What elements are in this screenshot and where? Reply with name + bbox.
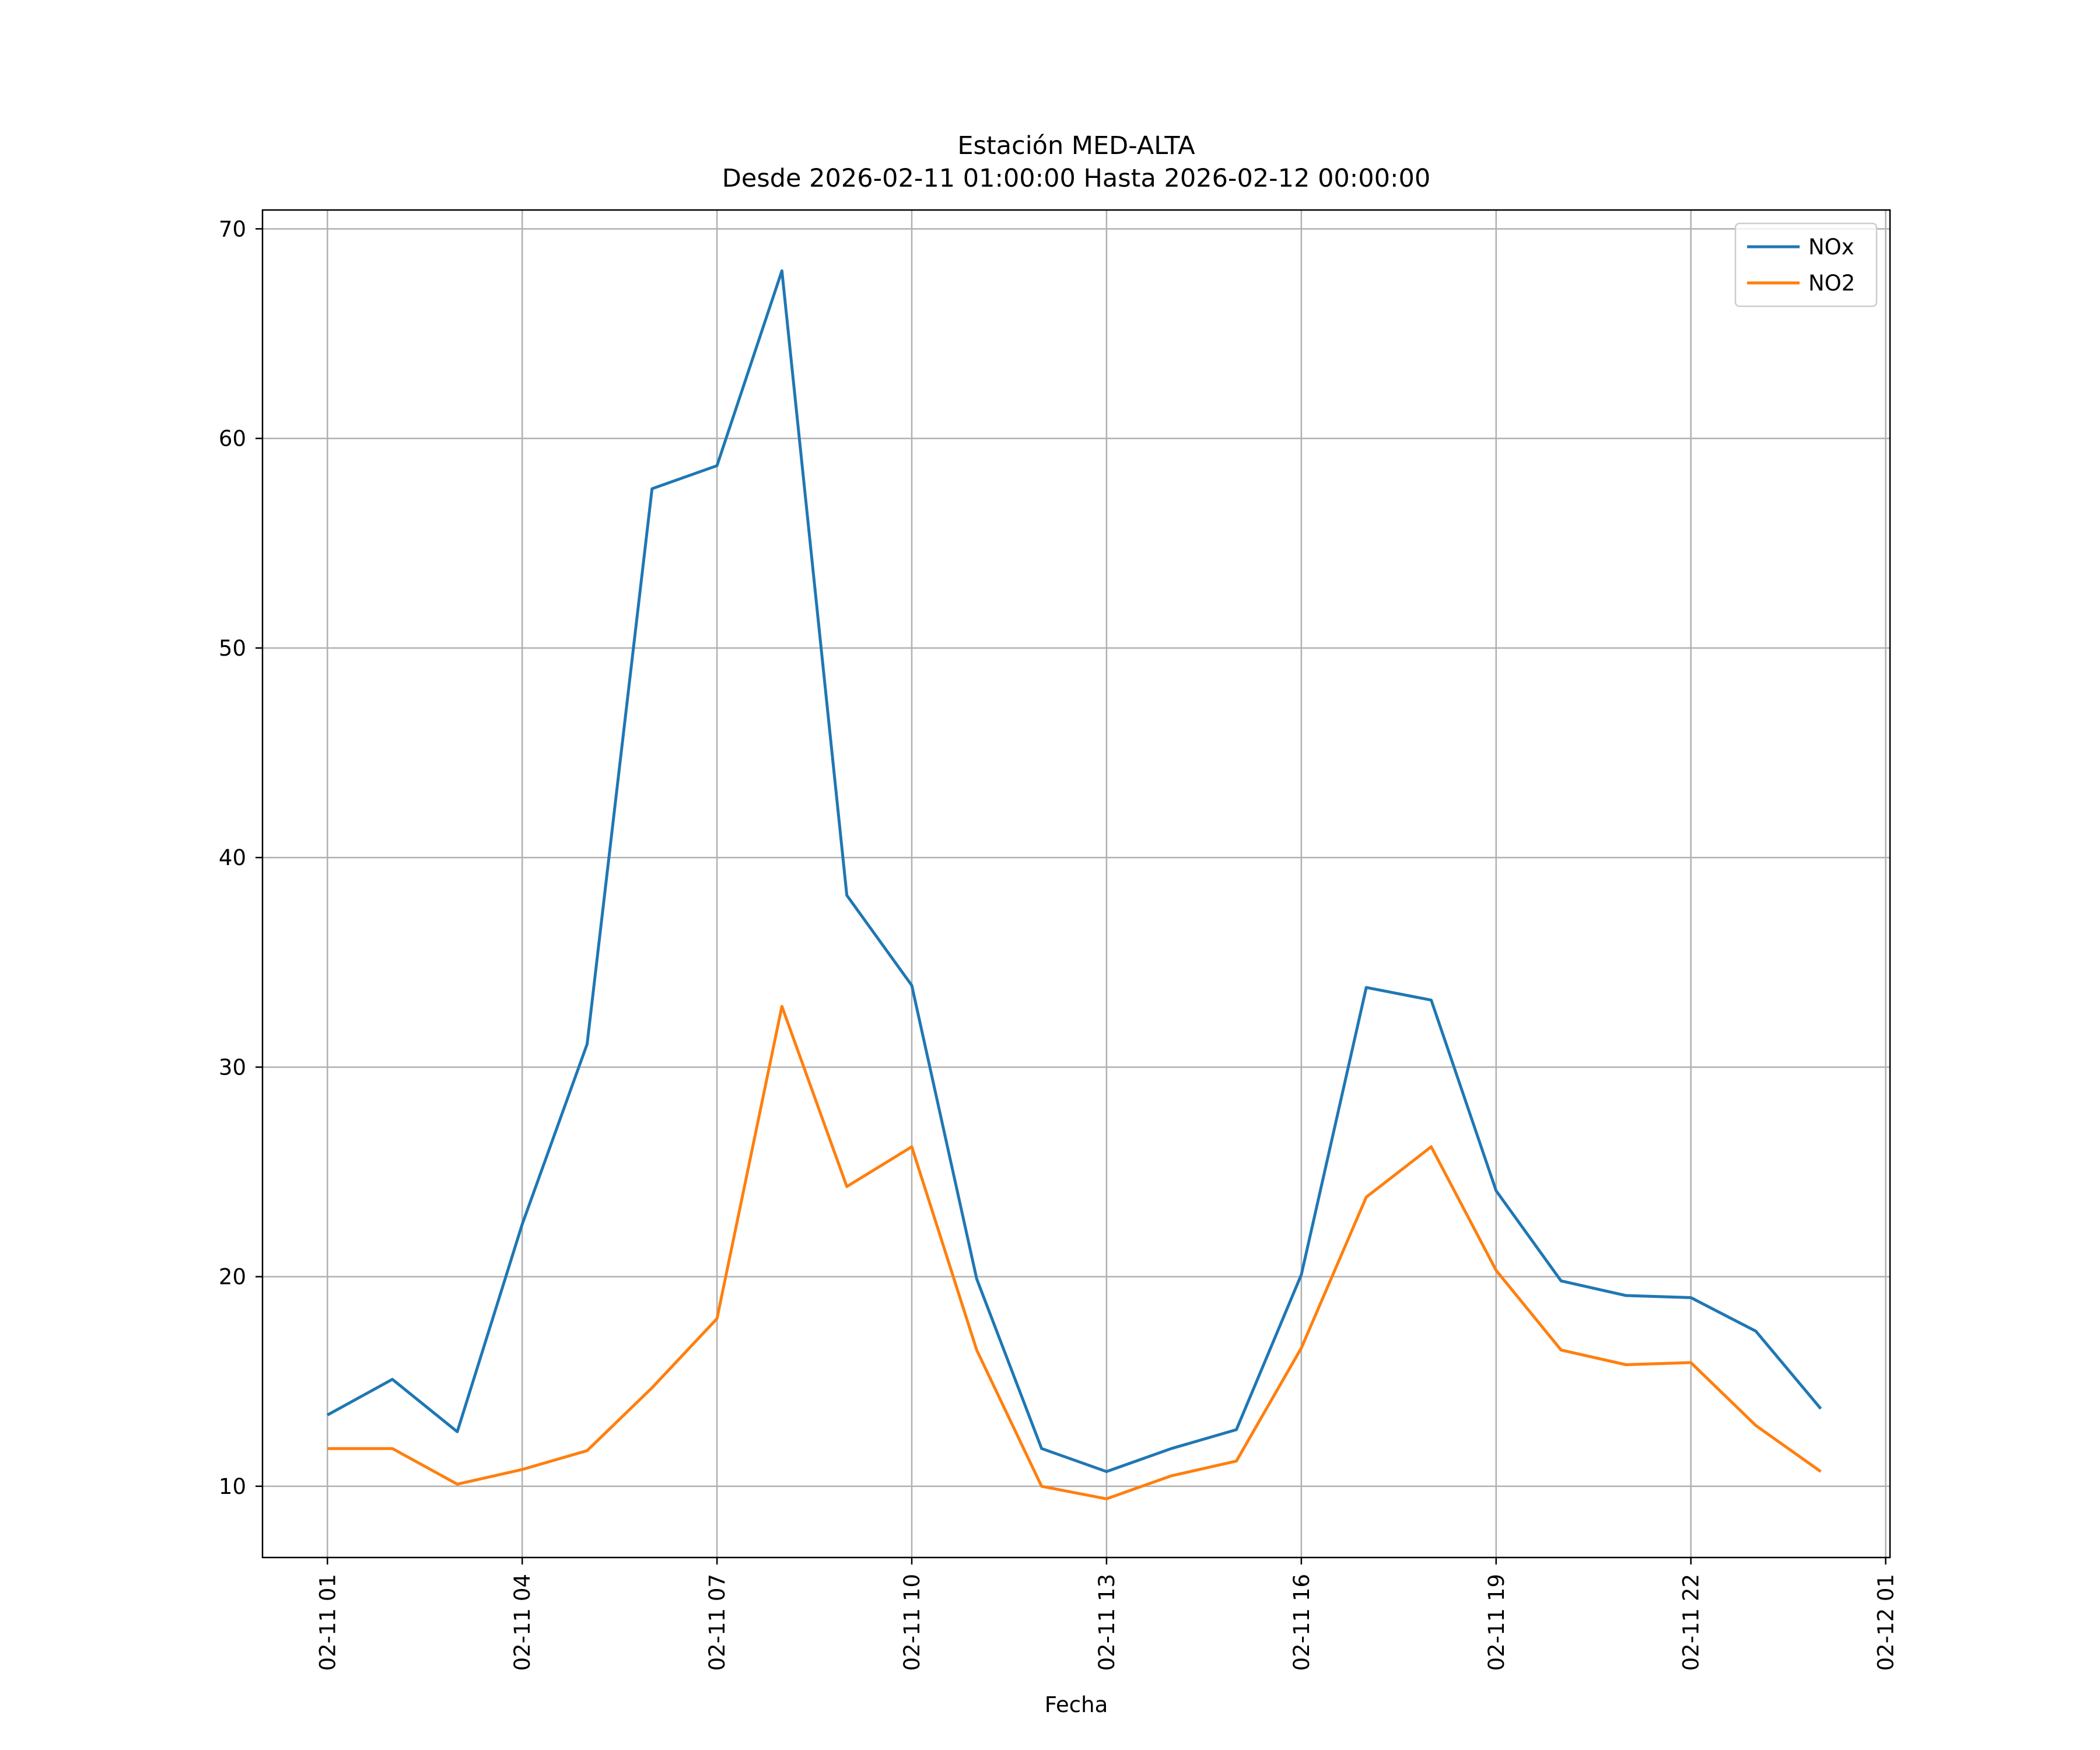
y-tick-label: 30 bbox=[219, 1055, 246, 1080]
x-tick-label: 02-11 16 bbox=[1289, 1574, 1314, 1671]
x-tick-label: 02-11 07 bbox=[705, 1574, 730, 1671]
legend-label: NO2 bbox=[1808, 271, 1855, 296]
chart-title: Estación MED-ALTA bbox=[957, 131, 1195, 160]
y-tick-label: 60 bbox=[219, 426, 246, 452]
grid-lines bbox=[262, 210, 1890, 1558]
series-line-no2 bbox=[327, 1005, 1822, 1500]
x-tick-label: 02-11 13 bbox=[1094, 1574, 1119, 1671]
y-tick-label: 20 bbox=[219, 1265, 246, 1290]
x-tick-label: 02-11 19 bbox=[1484, 1574, 1509, 1671]
legend: NOx NO2 bbox=[1734, 222, 1878, 307]
x-axis: 02-11 01 02-11 04 02-11 07 02-11 10 02-11 13… bbox=[315, 1558, 1899, 1671]
legend-label: NOx bbox=[1808, 235, 1854, 260]
y-axis: 10 20 30 40 50 60 70 bbox=[219, 216, 262, 1499]
legend-box bbox=[1734, 222, 1878, 307]
y-tick-label: 40 bbox=[219, 845, 246, 870]
x-tick-label: 02-11 10 bbox=[900, 1574, 925, 1671]
x-tick-label: 02-11 22 bbox=[1679, 1574, 1704, 1671]
chart-subtitle: Desde 2026-02-11 01:00:00 Hasta 2026-02-… bbox=[722, 164, 1430, 193]
series-lines bbox=[327, 269, 1822, 1500]
x-tick-label: 02-12 01 bbox=[1874, 1574, 1899, 1671]
y-tick-label: 10 bbox=[219, 1474, 246, 1499]
plot-area-frame bbox=[261, 209, 1891, 1559]
x-axis-label: Fecha bbox=[1045, 1692, 1108, 1717]
x-tick-label: 02-11 04 bbox=[510, 1574, 535, 1671]
x-tick-label: 02-11 01 bbox=[315, 1574, 340, 1671]
y-tick-label: 70 bbox=[219, 216, 246, 242]
series-line-nox bbox=[327, 269, 1822, 1474]
y-tick-label: 50 bbox=[219, 636, 246, 661]
